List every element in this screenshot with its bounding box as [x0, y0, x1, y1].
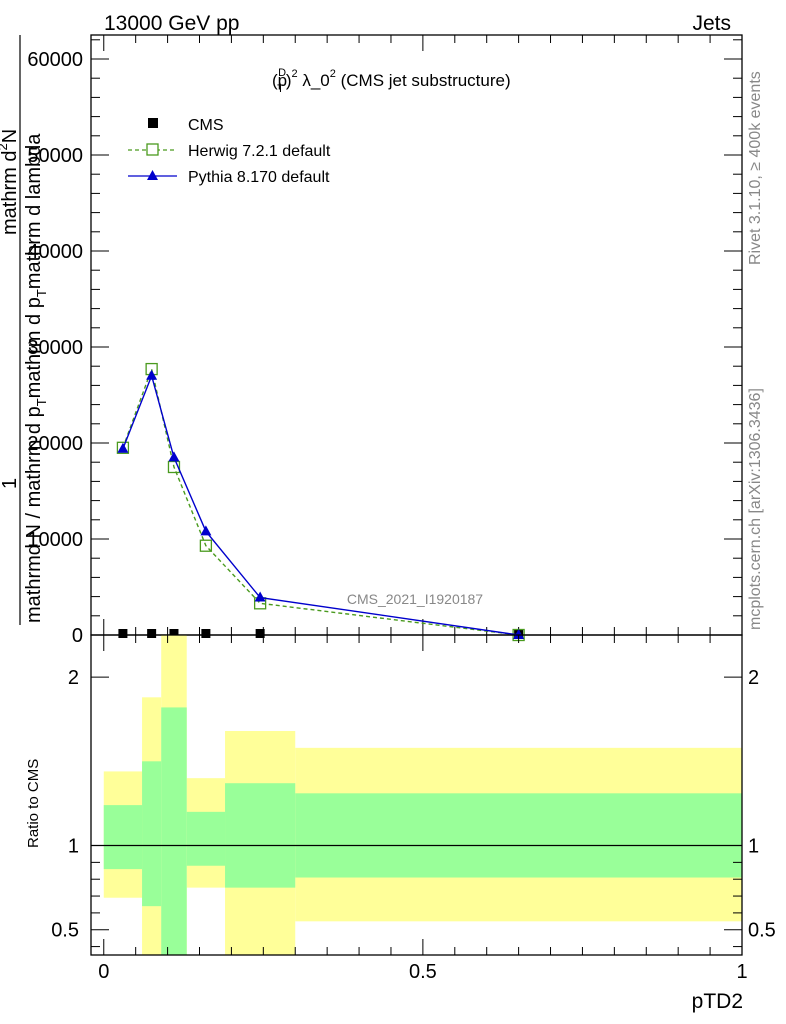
legend-marker-pythia — [147, 170, 158, 180]
ratio-ytick-label-0: 0.5 — [51, 920, 79, 942]
series-line-2 — [122, 373, 519, 636]
legend-label-herwig: Herwig 7.2.1 default — [188, 143, 331, 160]
series-line-1 — [122, 366, 519, 636]
ylabel-den-b: mathrm d p — [23, 297, 45, 398]
ylabel-top: mathrm d2N — [0, 129, 21, 235]
legend-label-pythia: Pythia 8.170 default — [188, 169, 330, 186]
ratio-band-green-5 — [295, 793, 742, 878]
ratio-band-green-3 — [186, 811, 226, 866]
ratio-band-green-4 — [225, 783, 296, 888]
ratio-frame — [90, 634, 743, 956]
ratio-xtick-label-0: 0 — [98, 961, 109, 983]
ylabel-top-sup: 2 — [0, 143, 10, 150]
main-ytick-label-1: 10000 — [27, 529, 83, 551]
legend-marker-cms — [148, 118, 158, 128]
title-tail: (CMS jet substructure) — [336, 71, 511, 90]
title-sup-2b: 2 — [330, 68, 336, 80]
watermark: CMS_2021_I1920187 — [347, 591, 483, 607]
main-ytick-label-2: 20000 — [27, 433, 83, 455]
herwig-point-2 — [167, 460, 181, 474]
cms-point-1 — [147, 629, 157, 638]
ylabel-denominator: mathrmd N / mathrm d pTmathrm d pTmathrm… — [23, 133, 49, 623]
cms-point-2 — [169, 629, 179, 638]
legend: CMS Herwig 7.2.1 default Pythia 8.170 de… — [128, 117, 331, 186]
ratio-ytick-label-right-2: 2 — [748, 667, 759, 689]
main-ylabel: 1 mathrm d2N mathrmd N / mathrm d pTmath… — [0, 35, 49, 625]
ylabel-den-sub2: T — [34, 289, 49, 297]
ratio-xtick-label-1: 0.5 — [409, 961, 437, 983]
main-ytick-label-3: 30000 — [27, 337, 83, 359]
header-left: 13000 GeV pp — [104, 12, 239, 35]
title-rest: λ_0 — [298, 71, 330, 90]
title-p: (p — [272, 71, 287, 90]
title-sup-d: D — [278, 67, 286, 79]
side-mcplots: mcplots.cern.ch [arXiv:1306.3436] — [747, 388, 764, 630]
plot-title: (pD T)2 λ_02 (CMS jet substructure) — [272, 67, 511, 95]
ratio-ytick-label-1: 1 — [68, 836, 79, 858]
ratio-ylabel: Ratio to CMS — [25, 759, 42, 848]
pythia-point-4 — [254, 591, 266, 602]
cms-point-4 — [255, 629, 265, 638]
herwig-point-3 — [199, 539, 213, 552]
pythia-point-0 — [117, 442, 129, 453]
ylabel-den-a: mathrmd N / mathrm d p — [23, 406, 45, 623]
herwig-point-0 — [116, 441, 130, 454]
title-paren: ) — [286, 71, 292, 90]
legend-marker-herwig — [146, 143, 159, 156]
pythia-point-2 — [168, 451, 180, 462]
pythia-point-5 — [513, 629, 525, 639]
main-ytick-label-5: 50000 — [27, 145, 83, 167]
ratio-xtick-label-2: 1 — [736, 961, 747, 983]
pythia-point-1 — [146, 369, 158, 380]
title-sup-2: 2 — [291, 68, 297, 80]
x-axis-label: pTD2 — [692, 990, 743, 1013]
side-rivet: Rivet 3.1.10, ≥ 400k events — [747, 71, 764, 265]
ylabel-top-d: mathrm d — [0, 151, 21, 235]
ratio-band-green-0 — [103, 805, 143, 870]
header-right: Jets — [692, 12, 731, 35]
ratio-ytick-label-right-0: 0.5 — [748, 920, 776, 942]
title-sub-t: T — [277, 83, 284, 95]
legend-label-cms: CMS — [188, 117, 224, 134]
ratio-band-green-1 — [142, 761, 162, 907]
pythia-point-3 — [200, 525, 212, 536]
ylabel-numerator: 1 — [0, 478, 21, 489]
ratio-ytick-label-2: 2 — [68, 667, 79, 689]
ylabel-den-sub: T — [34, 398, 49, 406]
cms-point-0 — [118, 629, 128, 638]
ratio-plot: 0 0.5 10.5 0.51 12 2 — [51, 634, 776, 983]
main-ytick-label-6: 60000 — [27, 49, 83, 71]
ylabel-top-n: N — [0, 129, 21, 143]
main-ytick-label-0: 0 — [72, 625, 83, 647]
ratio-band-green-2 — [161, 707, 187, 955]
ylabel-den-c: mathrm d lambda — [23, 133, 45, 289]
cms-point-3 — [201, 629, 211, 638]
ratio-ytick-label-right-1: 1 — [748, 836, 759, 858]
main-plot: 0 10000 20000 30000 40000 50000 60000 — [27, 34, 743, 647]
main-ytick-label-4: 40000 — [27, 241, 83, 263]
